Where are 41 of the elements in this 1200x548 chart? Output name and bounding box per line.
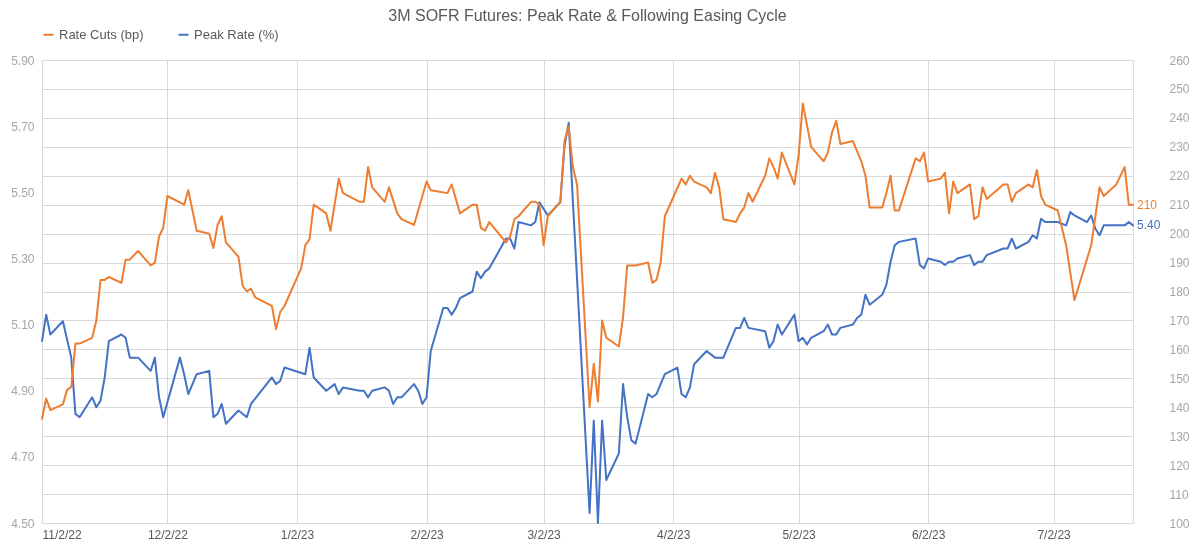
- y2-tick-label: 190: [1169, 256, 1190, 271]
- y2-tick-label: 100: [1169, 516, 1190, 531]
- y2-tick-label: 160: [1169, 342, 1190, 357]
- chart-title: 3M SOFR Futures: Peak Rate & Following Easing Cycle: [388, 7, 787, 24]
- y2-tick-label: 120: [1169, 458, 1190, 473]
- x-tick-label: 1/2/23: [280, 527, 315, 542]
- y2-tick-label: 150: [1169, 371, 1190, 386]
- data-label: 5.40: [1137, 218, 1161, 233]
- x-tick-label: 4/2/23: [657, 527, 691, 542]
- y-tick-label: 5.50: [11, 185, 35, 200]
- y2-tick-label: 180: [1169, 285, 1190, 299]
- y-tick-label: 4.70: [11, 450, 35, 465]
- legend-label: Rate Cuts (bp): [59, 26, 144, 42]
- y-tick-label: 5.10: [11, 318, 35, 333]
- x-tick-label: 12/2/22: [147, 527, 189, 542]
- y2-tick-label: 250: [1169, 82, 1190, 97]
- y2-tick-label: 170: [1169, 313, 1190, 328]
- x-tick-label: 3/2/23: [527, 527, 562, 542]
- x-tick-label: 7/2/23: [1037, 527, 1072, 542]
- y2-tick-label: 230: [1169, 140, 1190, 155]
- y2-tick-label: 220: [1169, 169, 1190, 184]
- x-tick-label: 6/2/23: [911, 527, 946, 542]
- legend-label: Peak Rate (%): [194, 26, 279, 42]
- x-tick-label: 11/2/22: [42, 527, 82, 542]
- y2-tick-label: 130: [1169, 429, 1190, 444]
- line-series: [41, 121, 1134, 524]
- y2-tick-label: 260: [1169, 53, 1190, 68]
- y2-tick-label: 140: [1169, 400, 1190, 415]
- y-tick-label: 5.30: [11, 251, 35, 266]
- y-tick-label: 4.90: [11, 384, 35, 399]
- y2-tick-label: 200: [1169, 227, 1190, 242]
- y2-tick-label: 240: [1169, 111, 1190, 126]
- y-tick-label: 5.90: [11, 53, 35, 68]
- x-tick-label: 2/2/23: [410, 527, 445, 542]
- data-label: 210: [1137, 197, 1158, 212]
- y2-tick-label: 110: [1169, 487, 1189, 502]
- y-tick-label: 4.50: [11, 516, 35, 531]
- x-tick-label: 5/2/23: [782, 527, 817, 542]
- y2-tick-label: 210: [1169, 198, 1190, 213]
- y-tick-label: 5.70: [11, 119, 35, 134]
- line-series: [41, 102, 1134, 420]
